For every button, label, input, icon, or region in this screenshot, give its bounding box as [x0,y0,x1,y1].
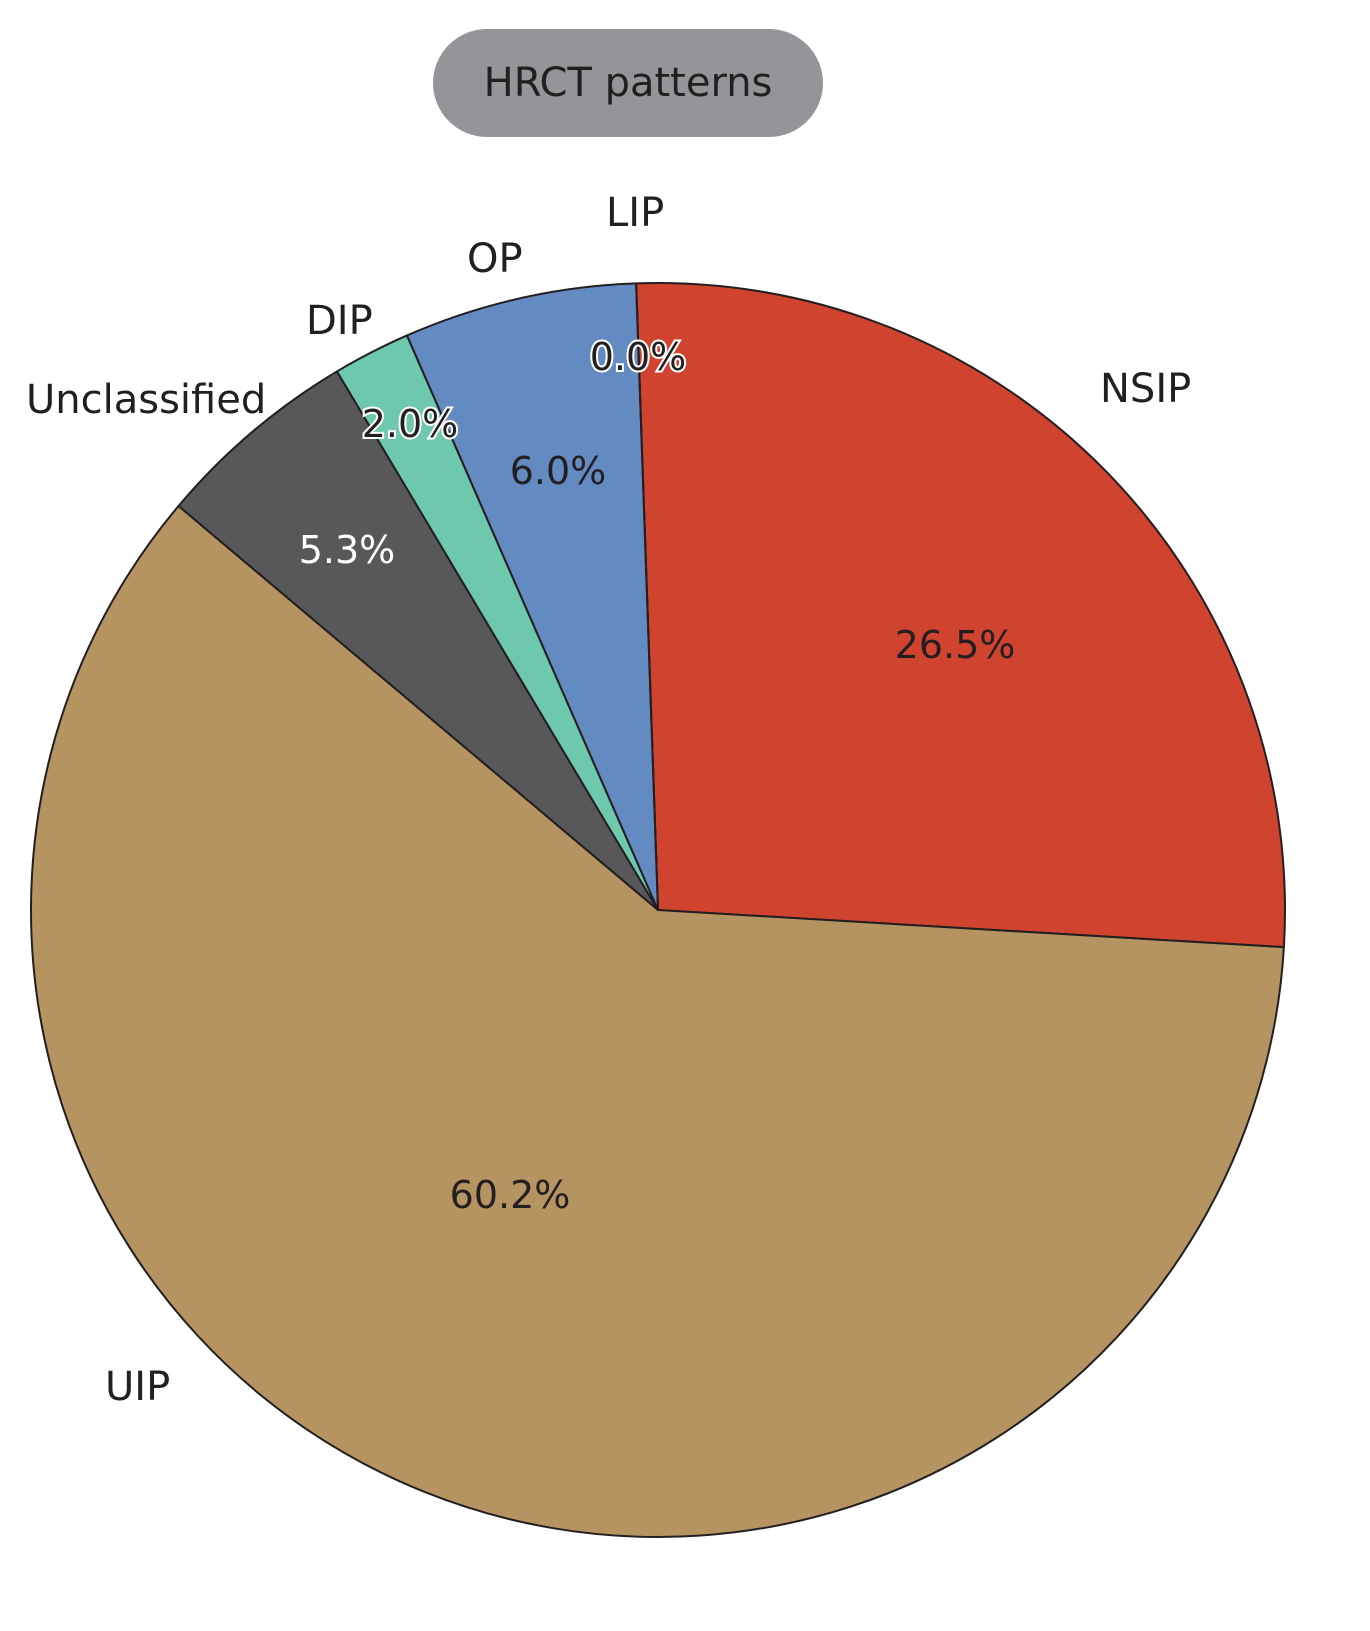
slice-percent-nsip: 26.5% [895,623,1016,667]
slice-label-lip: LIP [606,190,664,236]
pie-slice-unclassified [177,370,659,911]
pie-slice-uip [30,504,1285,1538]
slice-label-op: OP [467,236,523,282]
slice-percent-lip: 0.0% [590,335,687,379]
slice-label-nsip: NSIP [1100,366,1191,412]
pie-labels: NSIP 26.5% UIP 60.2% Unclassified 5.3% DIP 2.0%… [26,190,1191,1410]
slice-percent-uip: 60.2% [450,1173,571,1217]
pie-slice-op [405,282,659,911]
slice-label-uip: UIP [105,1364,170,1410]
slice-percent-op: 6.0% [510,449,607,493]
slice-label-dip: DIP [306,298,373,344]
chart-title: HRCT patterns [483,60,773,106]
slice-label-unclassified: Unclassified [26,377,266,423]
pie-slice-nsip [635,282,1286,949]
chart-title-pill: HRCT patterns [433,29,823,137]
pie-slice-lip [635,283,659,911]
slice-percent-dip: 2.0% [362,402,459,446]
slice-percent-unclassified: 5.3% [299,528,396,572]
pie-slices [30,282,1286,1538]
